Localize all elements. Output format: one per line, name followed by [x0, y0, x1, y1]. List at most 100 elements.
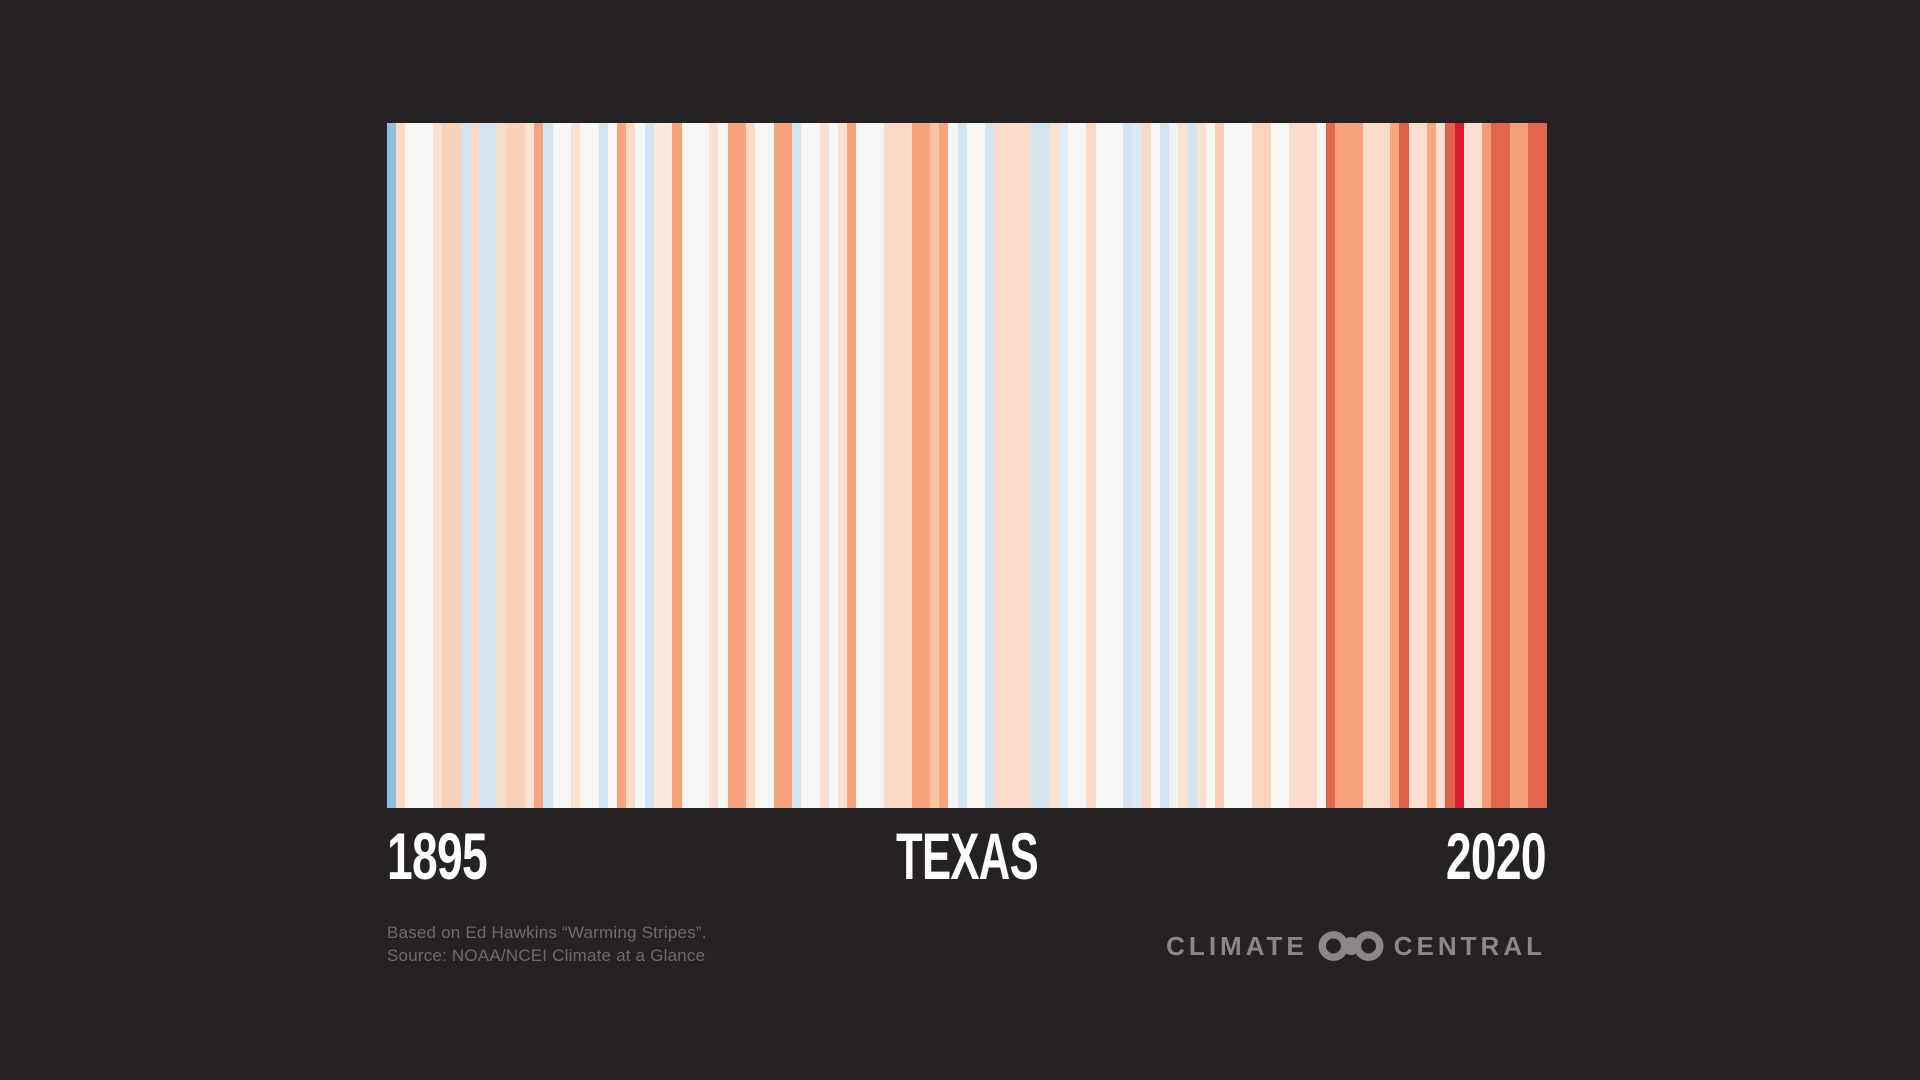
stripe-2013 — [1472, 123, 1483, 808]
stripe-1968 — [1058, 123, 1069, 808]
stripe-1959 — [976, 123, 986, 808]
stripe-2005 — [1399, 123, 1409, 808]
stripe-1913 — [552, 123, 562, 808]
stripe-1972 — [1095, 123, 1105, 808]
stripe-1939 — [791, 123, 802, 808]
stripe-1944 — [837, 123, 848, 808]
end-year-label: 2020 — [1446, 819, 1547, 893]
stripe-1897 — [405, 123, 415, 808]
region-title: TEXAS — [895, 819, 1039, 893]
stripe-1947 — [865, 123, 875, 808]
stripe-1901 — [442, 123, 452, 808]
stripe-1895 — [387, 123, 397, 808]
stripe-1927 — [681, 123, 691, 808]
start-year-label: 1895 — [387, 819, 488, 893]
stripe-1933 — [736, 123, 746, 808]
stripe-1948 — [874, 123, 884, 808]
stripe-1973 — [1104, 123, 1115, 808]
stripe-1905 — [479, 123, 489, 808]
stripe-1996 — [1316, 123, 1326, 808]
stripe-1943 — [828, 123, 838, 808]
stripe-1967 — [1049, 123, 1059, 808]
stripe-1951 — [902, 123, 912, 808]
stripe-1958 — [966, 123, 976, 808]
stripe-1903 — [460, 123, 470, 808]
axis-labels-row: 1895 TEXAS 2020 — [387, 819, 1547, 895]
stripe-1978 — [1150, 123, 1161, 808]
stripe-1988 — [1242, 123, 1253, 808]
stripe-1984 — [1206, 123, 1216, 808]
stripe-1932 — [727, 123, 737, 808]
stripe-1966 — [1040, 123, 1050, 808]
stripe-1956 — [948, 123, 958, 808]
stripe-1921 — [626, 123, 636, 808]
stripe-1994 — [1298, 123, 1308, 808]
stripe-1993 — [1288, 123, 1299, 808]
stripe-1938 — [782, 123, 792, 808]
stripe-1983 — [1196, 123, 1207, 808]
stripe-1977 — [1141, 123, 1151, 808]
stripe-1980 — [1169, 123, 1179, 808]
stripe-1979 — [1160, 123, 1170, 808]
stripe-1999 — [1344, 123, 1354, 808]
stripe-1949 — [883, 123, 894, 808]
stripe-1971 — [1086, 123, 1096, 808]
stripe-2008 — [1426, 123, 1437, 808]
stripe-1982 — [1187, 123, 1197, 808]
stripe-1937 — [773, 123, 783, 808]
stripe-1970 — [1077, 123, 1087, 808]
stripe-2003 — [1380, 123, 1391, 808]
stripe-1995 — [1307, 123, 1317, 808]
stripe-1941 — [810, 123, 820, 808]
stripe-1962 — [1003, 123, 1013, 808]
stripe-1961 — [994, 123, 1004, 808]
stripe-1902 — [451, 123, 461, 808]
logo-text-central: CENTRAL — [1393, 931, 1546, 961]
stripe-1911 — [534, 123, 544, 808]
stripe-1907 — [497, 123, 507, 808]
stripe-2001 — [1362, 123, 1372, 808]
stripe-1950 — [893, 123, 903, 808]
infinity-rings-icon — [1318, 930, 1384, 962]
stripe-1906 — [488, 123, 498, 808]
stripe-1917 — [589, 123, 599, 808]
stripe-2015 — [1491, 123, 1501, 808]
stripe-1986 — [1224, 123, 1234, 808]
stripe-1992 — [1279, 123, 1289, 808]
stripe-2011 — [1454, 123, 1464, 808]
stripe-1922 — [635, 123, 645, 808]
stripe-2000 — [1353, 123, 1363, 808]
stripe-1930 — [709, 123, 719, 808]
stripe-2006 — [1408, 123, 1418, 808]
stripe-1935 — [755, 123, 765, 808]
attribution-line-2: Source: NOAA/NCEI Climate at a Glance — [387, 946, 706, 966]
stripe-1912 — [543, 123, 553, 808]
stripe-2012 — [1463, 123, 1473, 808]
stripe-2018 — [1518, 123, 1529, 808]
stripe-1899 — [423, 123, 434, 808]
stripe-1915 — [571, 123, 581, 808]
stripe-1924 — [653, 123, 664, 808]
stripe-2002 — [1371, 123, 1381, 808]
stripe-2016 — [1500, 123, 1510, 808]
stripe-1998 — [1334, 123, 1345, 808]
stripe-1989 — [1252, 123, 1262, 808]
stripe-1965 — [1031, 123, 1041, 808]
stripe-1997 — [1325, 123, 1335, 808]
stripe-1987 — [1233, 123, 1243, 808]
stripe-1908 — [506, 123, 516, 808]
stripe-2007 — [1417, 123, 1427, 808]
warming-stripes-chart — [387, 123, 1547, 808]
stripe-1953 — [920, 123, 930, 808]
stripe-1960 — [985, 123, 995, 808]
stripe-1945 — [847, 123, 857, 808]
stripe-2010 — [1445, 123, 1455, 808]
stripe-1942 — [819, 123, 829, 808]
stripe-1896 — [396, 123, 406, 808]
attribution-line-1: Based on Ed Hawkins “Warming Stripes”. — [387, 923, 707, 942]
stripe-1910 — [525, 123, 535, 808]
stripe-1963 — [1012, 123, 1023, 808]
stripe-1914 — [561, 123, 572, 808]
stripe-1957 — [957, 123, 967, 808]
stripe-1926 — [672, 123, 682, 808]
